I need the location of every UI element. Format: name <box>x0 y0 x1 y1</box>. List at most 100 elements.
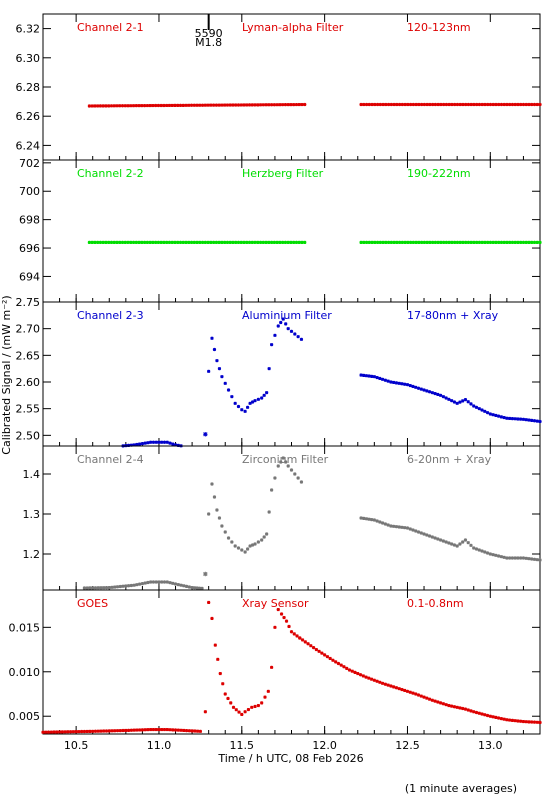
data-point <box>102 729 106 733</box>
data-point <box>160 580 164 584</box>
data-point <box>286 464 290 468</box>
data-point <box>320 651 324 655</box>
data-point <box>494 240 498 244</box>
data-point <box>278 240 282 244</box>
data-point <box>422 388 426 392</box>
data-point <box>513 719 517 723</box>
data-point <box>325 655 330 659</box>
data-point <box>190 585 194 590</box>
data-point <box>134 104 138 108</box>
panel-2: 694 696 698 700 702 Channel 2-2 Herzberg Filte… <box>19 157 542 303</box>
data-point <box>427 534 432 538</box>
data-point <box>44 730 48 734</box>
data-point <box>292 240 296 244</box>
data-point <box>90 104 94 108</box>
data-point <box>362 240 366 244</box>
data-point <box>378 520 382 524</box>
data-point <box>474 710 479 715</box>
data-point <box>189 240 194 244</box>
data-point <box>118 104 122 108</box>
data-point <box>248 401 252 405</box>
data-point <box>510 416 515 421</box>
data-point <box>463 397 468 402</box>
data-point <box>485 411 490 415</box>
data-point <box>192 586 197 590</box>
data-point <box>455 544 459 548</box>
data-point <box>378 102 382 107</box>
data-point <box>299 480 304 484</box>
y-tick-label: 2.55 <box>16 403 41 416</box>
data-point <box>126 104 130 108</box>
data-point <box>397 381 401 385</box>
data-point <box>458 542 462 546</box>
data-point <box>289 102 293 107</box>
data-point <box>485 551 490 555</box>
data-point <box>99 586 103 590</box>
data-point <box>156 103 161 108</box>
data-point <box>66 730 70 734</box>
data-point <box>359 516 363 520</box>
data-point <box>405 383 410 387</box>
data-point <box>521 719 526 724</box>
data-point <box>477 407 481 411</box>
data-point <box>386 683 390 687</box>
data-point <box>350 669 354 673</box>
data-point <box>96 586 100 590</box>
data-point <box>253 240 257 244</box>
data-point <box>519 102 523 107</box>
data-point <box>253 103 257 107</box>
data-point <box>157 727 161 732</box>
data-point <box>414 529 418 533</box>
data-point <box>513 102 517 107</box>
data-point <box>176 728 180 732</box>
data-point <box>283 240 288 244</box>
data-point <box>472 240 476 244</box>
data-point <box>143 581 147 585</box>
data-point <box>367 374 371 378</box>
data-point <box>386 379 390 383</box>
data-point <box>447 102 451 107</box>
data-point <box>378 376 382 381</box>
data-point <box>532 240 537 244</box>
data-point <box>461 706 465 711</box>
data-point <box>273 333 277 337</box>
data-point <box>250 240 254 244</box>
data-point <box>149 440 153 444</box>
data-point <box>433 536 437 540</box>
data-point <box>200 240 205 244</box>
averaging-note: (1 minute averages) <box>405 782 517 795</box>
y-tick-label: 6.24 <box>16 139 41 152</box>
data-point <box>236 240 241 244</box>
data-point <box>245 240 249 244</box>
data-point <box>519 556 523 560</box>
data-point <box>513 556 517 560</box>
data-point <box>156 240 161 244</box>
flare-marker-label: M1.8 <box>195 36 222 49</box>
data-point <box>281 456 285 460</box>
data-point <box>538 720 542 725</box>
data-point <box>96 104 100 108</box>
data-point <box>502 240 506 244</box>
data-point <box>461 240 465 244</box>
data-point <box>430 391 434 395</box>
data-point <box>510 102 515 107</box>
y-tick-label: 2.75 <box>16 296 41 309</box>
data-point <box>453 102 457 107</box>
data-point <box>513 417 517 421</box>
data-point <box>74 729 78 734</box>
data-point <box>444 240 449 244</box>
data-point <box>142 103 147 108</box>
data-point <box>240 712 244 717</box>
data-point <box>220 103 224 107</box>
data-point <box>400 687 404 692</box>
data-point <box>472 102 476 107</box>
data-point <box>284 460 288 464</box>
data-point <box>296 476 300 480</box>
data-point <box>273 625 277 629</box>
data-point <box>292 632 296 636</box>
data-point <box>306 642 310 646</box>
data-point <box>173 728 178 732</box>
data-point <box>411 528 415 532</box>
data-point <box>532 720 537 724</box>
data-point <box>455 705 459 709</box>
